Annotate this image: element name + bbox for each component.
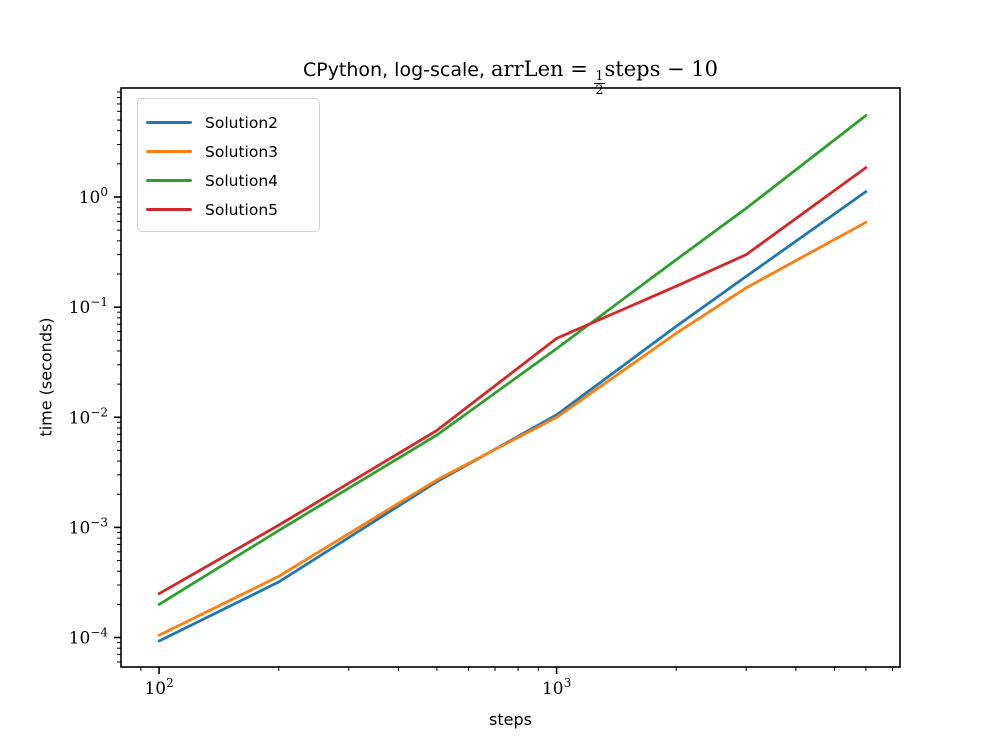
legend-label: Solution2 bbox=[205, 113, 279, 132]
fraction-numerator: 1 bbox=[595, 68, 604, 84]
title-math-pre: arrLen = bbox=[491, 57, 595, 81]
y-axis-label: time (seconds) bbox=[36, 317, 56, 437]
legend-label: Solution5 bbox=[205, 200, 279, 219]
legend-item-solution3: Solution3 bbox=[146, 137, 309, 166]
y-tick-label: 10−1 bbox=[69, 295, 108, 318]
chart-title: CPython, log-scale, arrLen = 1 2 steps − 1… bbox=[121, 57, 900, 97]
y-tick-label: 10−3 bbox=[69, 515, 108, 538]
legend-label: Solution3 bbox=[205, 142, 279, 161]
legend-item-solution4: Solution4 bbox=[146, 166, 309, 195]
title-math: arrLen = 1 2 steps − 10 bbox=[491, 57, 719, 96]
series-line-solution4 bbox=[157, 114, 868, 606]
legend-line-sample bbox=[146, 178, 192, 183]
legend-item-solution5: Solution5 bbox=[146, 195, 309, 224]
y-axis-ticks: 100 10−1 10−2 10−3 10−4 bbox=[69, 91, 121, 663]
series-line-solution2 bbox=[157, 190, 868, 643]
legend: Solution2 Solution3 Solution4 Solution5 bbox=[137, 98, 320, 232]
y-tick-label: 100 bbox=[79, 185, 108, 208]
legend-line-sample bbox=[146, 149, 192, 154]
plot-border bbox=[120, 87, 901, 668]
legend-line-sample bbox=[146, 120, 192, 125]
legend-item-solution2: Solution2 bbox=[146, 108, 309, 137]
fraction-denominator: 2 bbox=[594, 82, 605, 97]
y-tick-label: 10−4 bbox=[69, 626, 109, 649]
title-math-post: steps − 10 bbox=[604, 57, 719, 81]
x-tick-label: 102 bbox=[144, 676, 173, 699]
x-axis-label: steps bbox=[489, 710, 532, 729]
series-line-solution5 bbox=[157, 166, 868, 596]
title-plain: CPython, log-scale, bbox=[302, 59, 492, 81]
legend-label: Solution4 bbox=[205, 171, 279, 190]
series-line-solution3 bbox=[157, 220, 868, 637]
x-axis-ticks: 102 103 bbox=[140, 667, 894, 699]
legend-line-sample bbox=[146, 207, 192, 212]
x-tick-label: 103 bbox=[542, 676, 571, 699]
y-tick-label: 10−2 bbox=[69, 405, 108, 428]
